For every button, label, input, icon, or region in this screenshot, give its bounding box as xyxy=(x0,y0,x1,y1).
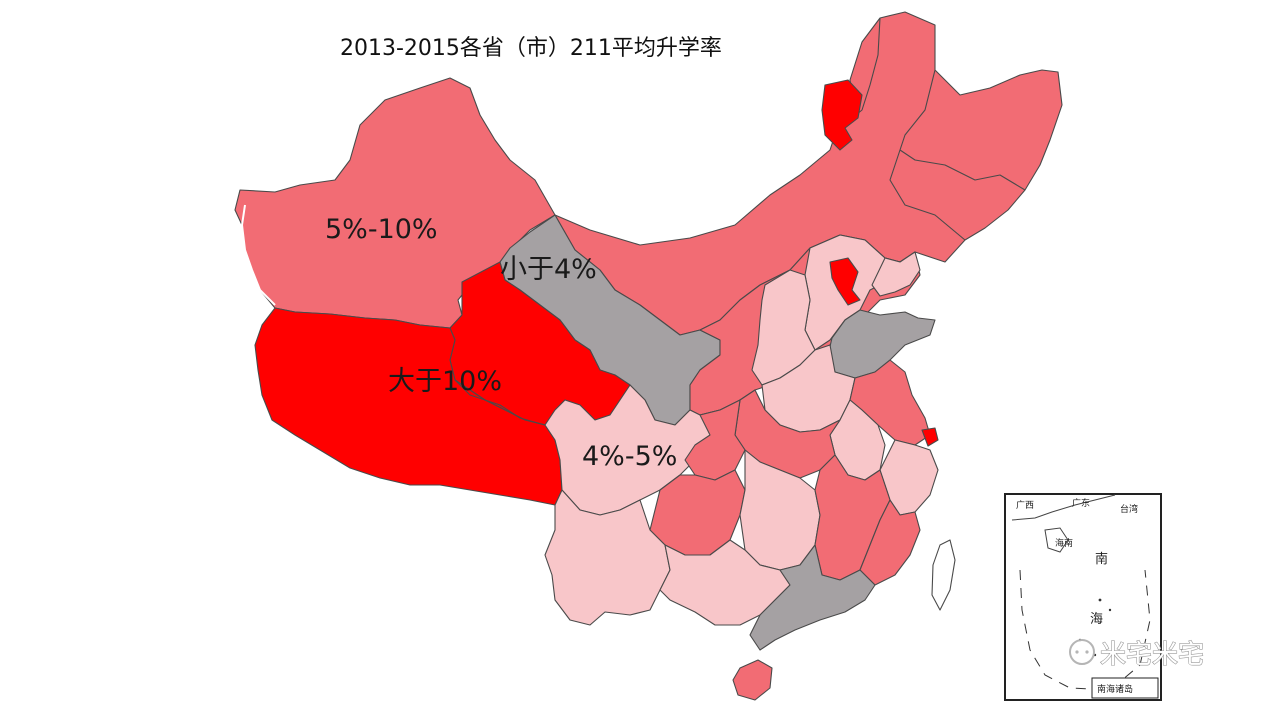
region-taiwan xyxy=(931,539,956,611)
region-hainan xyxy=(732,659,773,701)
inset-label-hainan: 海南 xyxy=(1055,537,1073,549)
watermark-text: 米宅米宅 xyxy=(1100,640,1204,670)
inset-label-taiwan: 台湾 xyxy=(1120,503,1138,515)
label-gt10: 大于10% xyxy=(388,366,502,397)
region-shanghai xyxy=(921,427,939,447)
inset-label-hai: 海 xyxy=(1090,612,1103,627)
map-title: 2013-2015各省（市）211平均升学率 xyxy=(340,36,722,61)
label-lt4: 小于4% xyxy=(500,254,597,285)
region-yunnan xyxy=(544,489,671,626)
region-beijing xyxy=(829,257,861,306)
region-red-enclave xyxy=(821,79,863,151)
inset-label-nan: 南 xyxy=(1095,551,1108,567)
inset-label-nanhai-zhudao: 南海诸岛 xyxy=(1097,683,1133,695)
region-liaoning-coast xyxy=(871,251,921,297)
chat-bubble-icon xyxy=(1069,639,1095,665)
label-4-5: 4%-5% xyxy=(582,441,677,472)
inset-label-guangdong: 广东 xyxy=(1072,497,1090,509)
region-guangdong xyxy=(749,544,876,651)
region-fujian xyxy=(859,499,921,586)
south-china-sea-inset: 广西 广东 台湾 海南 南 海 南海诸岛 xyxy=(1004,493,1162,701)
inset-label-guangxi: 广西 xyxy=(1016,499,1034,511)
watermark: 米宅米宅 xyxy=(1069,639,1205,671)
label-5-10: 5%-10% xyxy=(325,214,438,245)
